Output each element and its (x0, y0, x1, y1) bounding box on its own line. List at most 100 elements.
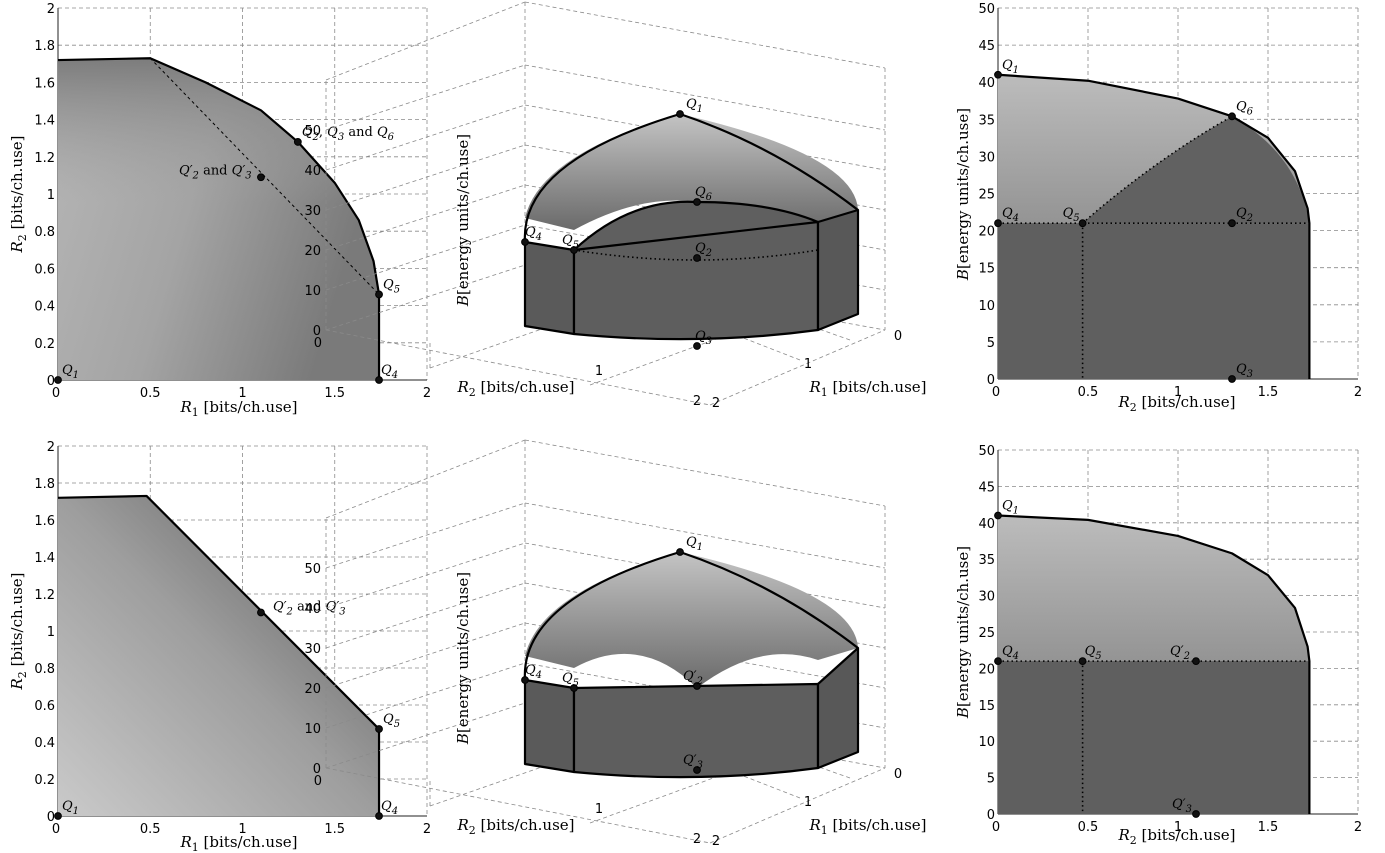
label-part: Q (562, 671, 573, 686)
r1-axis-label: R1 [bits/ch.use] (808, 816, 926, 837)
axis-label-var: R (808, 378, 820, 396)
label-subscript: 6 (388, 132, 395, 143)
y-tick-label: 20 (978, 662, 995, 677)
data-point (293, 138, 302, 146)
y-tick-label: 1.6 (34, 76, 55, 91)
y-tick-label: 35 (978, 113, 995, 128)
b-axis-label: B[energy units/ch.use] (454, 134, 472, 307)
r1-tick-label: 2 (712, 396, 720, 411)
label-subscript: 3 (338, 132, 344, 143)
r1-tick-label: 1 (804, 357, 812, 372)
y-tick-label: 0 (47, 810, 55, 825)
x-axis-label: R1 [bits/ch.use] (179, 833, 297, 853)
dotted-curve (1082, 115, 1233, 224)
axis-label-unit: [bits/ch.use] (476, 378, 575, 396)
grid-line-3d (325, 582, 526, 649)
label-part: Q (695, 241, 706, 256)
r1-tick-label: 0 (894, 329, 902, 344)
right-wall (816, 646, 860, 770)
point-label: Q4​ (525, 225, 542, 243)
grid-line-3d (325, 144, 526, 211)
axis-label-unit: [bits/ch.use] (199, 398, 298, 416)
x-tick-label: 1.5 (1258, 385, 1279, 400)
point-label: Q′2​ and Q′3​ (273, 600, 346, 618)
label-part: Q′ (179, 163, 193, 178)
y-tick-label: 1 (47, 188, 55, 203)
label-subscript: 2 (1183, 651, 1190, 662)
point-label: Q4​ (381, 799, 398, 817)
axis-label-var: R (456, 378, 468, 396)
label-subscript: 1 (1013, 65, 1019, 76)
label-subscript: 3 (1186, 804, 1192, 815)
label-subscript: 1 (1013, 506, 1019, 517)
label-part: Q′ (1172, 797, 1186, 812)
point-label: Q′2​ (683, 669, 703, 687)
point-label: Q4​ (381, 363, 398, 381)
label-part: Q′ (683, 669, 697, 684)
axis-label-unit: [bits/ch.use] (828, 816, 927, 834)
axis-label-var: R (8, 241, 26, 253)
label-part: Q (1063, 206, 1074, 221)
data-point (521, 676, 529, 684)
y-tick-label: 25 (978, 188, 995, 203)
data-point (693, 682, 701, 690)
y-tick-label: 40 (978, 517, 995, 532)
label-subscript: 2 (1246, 213, 1253, 224)
axis-label-var: R (1117, 826, 1129, 844)
upper-surface (525, 114, 858, 230)
z-tick-label: 20 (304, 244, 321, 259)
y-tick-label: 50 (978, 2, 995, 17)
x-tick-label: 1.5 (1258, 820, 1279, 835)
y-tick-label: 1.2 (34, 151, 55, 166)
upper-surface (525, 552, 858, 688)
axis-label-unit: [energy units/ch.use] (454, 134, 472, 295)
point-label: Q′3​ (683, 753, 703, 771)
label-subscript: 3 (1247, 369, 1253, 380)
y-tick-label: 1.4 (34, 114, 55, 129)
data-point (676, 548, 684, 556)
y-tick-label: 2 (47, 440, 55, 455)
axis-label-var: R (179, 833, 191, 851)
label-part: , (319, 125, 327, 140)
left-wall (523, 678, 576, 774)
label-part: Q (302, 125, 313, 140)
y-tick-label: 0.8 (34, 225, 55, 240)
grid-line-3d (524, 502, 886, 569)
label-subscript: 2 (286, 607, 293, 618)
point-label: Q′2​ and Q′3​ (179, 163, 252, 181)
data-point (693, 254, 701, 262)
point-label: Q′3​ (1172, 797, 1192, 815)
data-point (54, 812, 62, 820)
label-part: Q (1002, 644, 1013, 659)
axis-label-subscript: 1 (192, 841, 199, 853)
r2-axis-label: R2 [bits/ch.use] (456, 816, 574, 837)
label-part: Q (381, 363, 392, 378)
z-tick-label: 40 (304, 602, 321, 617)
x-tick-label: 1 (1174, 385, 1182, 400)
axis-label-unit: [bits/ch.use] (1137, 393, 1236, 411)
label-part: Q (1236, 99, 1247, 114)
data-point (375, 812, 383, 820)
point-label: Q3​ (695, 329, 712, 347)
y-tick-label: 0.6 (34, 699, 55, 714)
label-part: and (297, 600, 321, 615)
axis-label-unit: [bits/ch.use] (476, 816, 575, 834)
y-tick-label: 35 (978, 553, 995, 568)
region-lower-block (998, 661, 1310, 814)
label-part: Q (383, 277, 394, 292)
x-tick-label: 1 (238, 386, 246, 401)
point-label: Q5​ (383, 712, 400, 730)
label-part: Q (686, 535, 697, 550)
region-dark-wedge (1082, 116, 1310, 224)
z-tick-label: 50 (304, 124, 321, 139)
grid-line-3d (325, 439, 526, 519)
axis-label-var: R (8, 678, 26, 690)
y-tick-label: 10 (978, 299, 995, 314)
axis-label-subscript: 2 (16, 671, 29, 678)
label-part: Q (62, 799, 73, 814)
z-tick-label: 20 (304, 682, 321, 697)
z-tick-label: 10 (304, 284, 321, 299)
x-tick-label: 0.5 (140, 822, 161, 837)
z-tick-label: 30 (304, 204, 321, 219)
